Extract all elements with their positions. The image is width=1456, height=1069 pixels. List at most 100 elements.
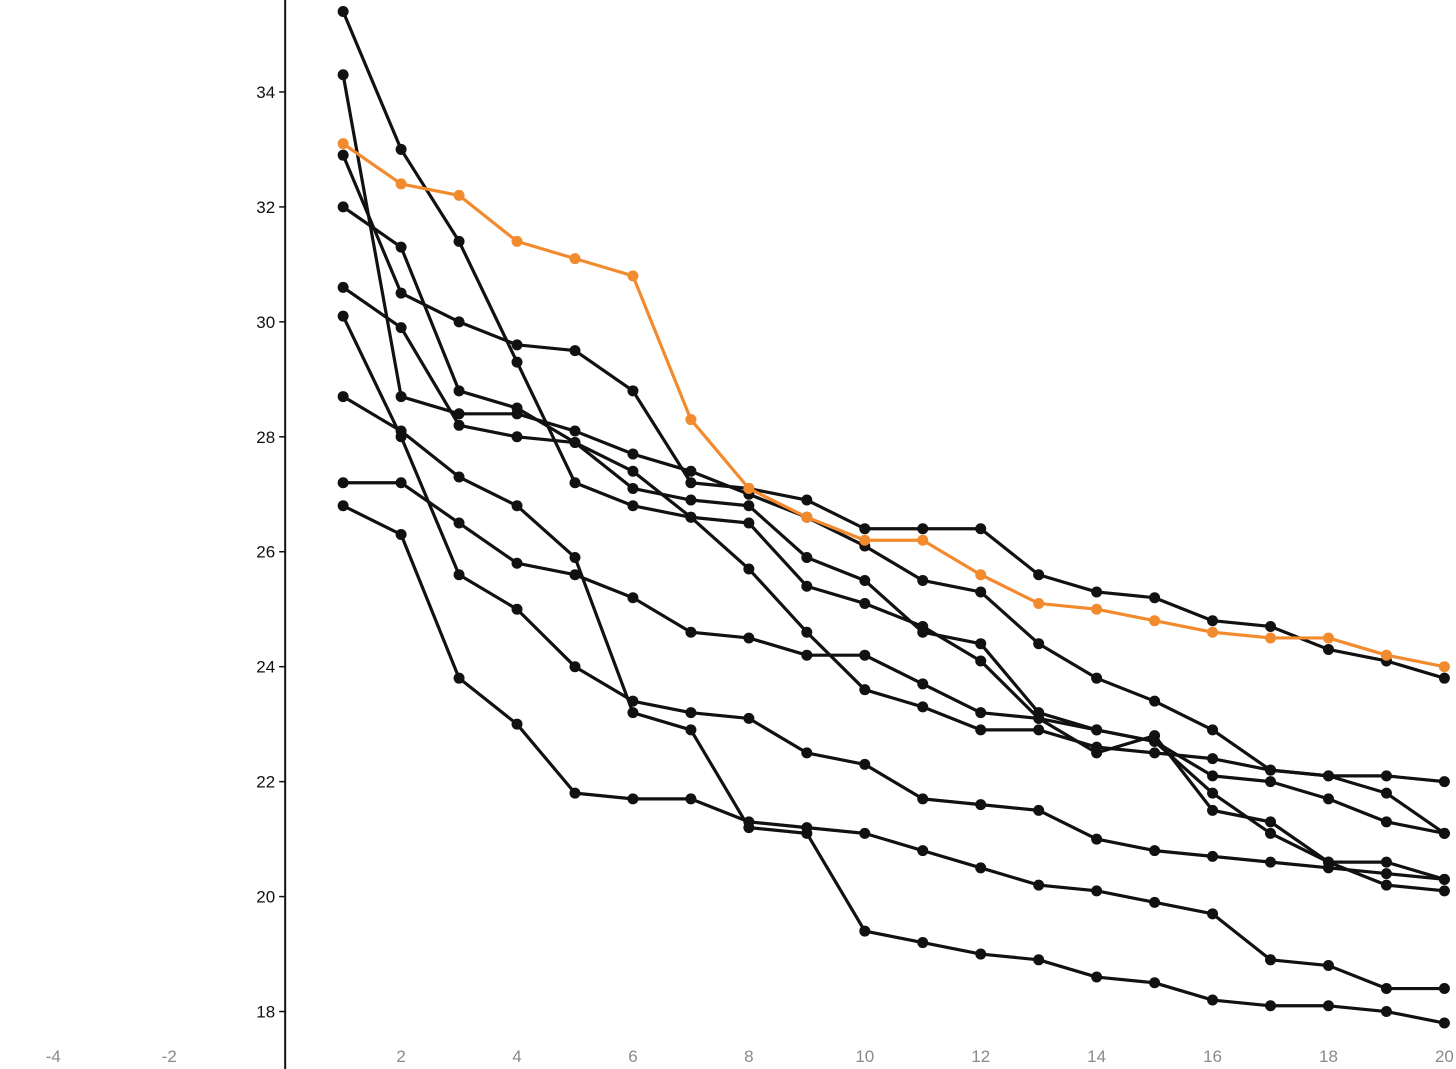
data-point <box>1380 1006 1392 1018</box>
data-point <box>1207 908 1219 920</box>
data-point <box>511 431 523 443</box>
series-path <box>341 9 1447 881</box>
data-point <box>1091 741 1103 753</box>
x-tick-label: -4 <box>46 1047 61 1066</box>
data-point <box>859 758 871 770</box>
data-point <box>395 477 407 489</box>
data-point <box>569 551 581 563</box>
data-point <box>1149 845 1161 857</box>
x-tick-label: 14 <box>1087 1047 1106 1066</box>
data-point <box>337 281 349 293</box>
data-point <box>1207 770 1219 782</box>
data-point <box>1207 724 1219 736</box>
x-tick-label: 8 <box>744 1047 753 1066</box>
data-point <box>917 523 929 535</box>
data-point <box>569 477 581 489</box>
x-tick-label: 12 <box>971 1047 990 1066</box>
data-point <box>511 557 523 569</box>
data-point <box>743 517 755 529</box>
data-point <box>859 827 871 839</box>
data-point <box>453 471 465 483</box>
data-point <box>975 586 987 598</box>
series-path <box>341 504 1447 991</box>
series-line <box>337 281 1450 839</box>
x-tick-label: 10 <box>855 1047 874 1066</box>
data-point <box>1265 632 1277 644</box>
series-path <box>341 142 1447 669</box>
data-point <box>1091 971 1103 983</box>
data-point <box>395 529 407 540</box>
data-point <box>917 701 929 713</box>
data-point <box>511 356 523 368</box>
data-point <box>801 649 813 661</box>
series-layer <box>337 5 1450 1029</box>
data-point <box>1207 804 1219 816</box>
data-point <box>1322 632 1334 644</box>
data-point <box>1091 672 1103 684</box>
x-tick-label: 2 <box>396 1047 405 1066</box>
data-point <box>395 287 407 299</box>
data-point <box>627 465 639 477</box>
data-point <box>1091 885 1103 897</box>
data-point <box>685 414 697 426</box>
y-tick-label: 32 <box>256 198 275 217</box>
data-point <box>743 816 755 828</box>
data-point <box>1149 592 1161 604</box>
data-point <box>743 483 755 495</box>
data-point <box>1438 661 1450 673</box>
data-point <box>1265 764 1277 776</box>
data-point <box>1149 615 1161 627</box>
y-tick-label: 26 <box>256 543 275 562</box>
data-point <box>627 793 639 805</box>
y-tick-label: 30 <box>256 313 275 332</box>
data-point <box>975 724 987 736</box>
y-tick-label: 34 <box>256 83 275 102</box>
data-point <box>975 638 987 650</box>
data-point <box>1438 873 1450 885</box>
data-point <box>627 500 639 512</box>
data-point <box>801 626 813 638</box>
data-point <box>743 712 755 724</box>
data-point <box>1149 896 1161 908</box>
data-point <box>395 178 407 190</box>
data-point <box>1149 747 1161 759</box>
y-tick-label: 20 <box>256 888 275 907</box>
data-point <box>1265 816 1277 828</box>
data-point <box>1033 638 1045 650</box>
data-point <box>453 517 465 529</box>
data-point <box>1033 724 1045 736</box>
data-point <box>627 707 639 719</box>
series-line <box>337 391 1450 1029</box>
data-point <box>801 580 813 592</box>
data-point <box>975 523 987 535</box>
data-point <box>337 201 349 213</box>
series-line <box>337 310 1450 885</box>
data-point <box>859 574 871 586</box>
data-point <box>453 385 465 397</box>
series-line <box>337 201 1450 788</box>
data-point <box>1322 770 1334 782</box>
data-point <box>1207 626 1219 638</box>
data-point <box>569 253 581 265</box>
data-point <box>801 551 813 563</box>
data-point <box>1380 770 1392 782</box>
data-point <box>627 448 639 460</box>
data-point <box>859 523 871 535</box>
data-point <box>685 511 697 523</box>
data-point <box>685 477 697 489</box>
data-point <box>1207 753 1219 765</box>
data-point <box>453 408 465 420</box>
data-point <box>1265 827 1277 839</box>
series-path <box>341 153 1447 680</box>
data-point <box>1091 603 1103 615</box>
data-point <box>1322 793 1334 805</box>
data-point <box>1033 597 1045 609</box>
data-point <box>1438 885 1450 897</box>
data-point <box>569 437 581 449</box>
data-point <box>395 241 407 253</box>
data-point <box>917 574 929 586</box>
data-point <box>1033 569 1045 581</box>
data-point <box>1265 954 1277 966</box>
data-point <box>1265 620 1277 632</box>
